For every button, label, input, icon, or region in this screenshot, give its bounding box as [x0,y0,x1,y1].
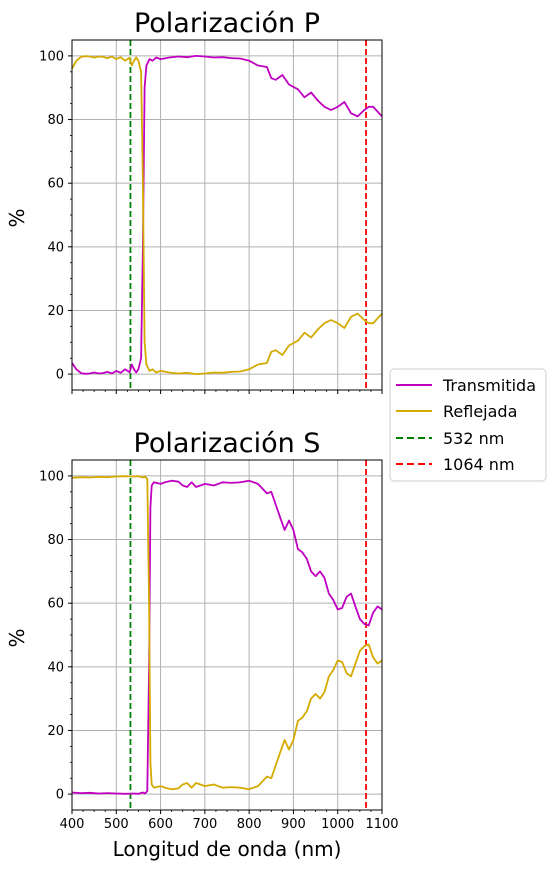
legend-label-transmitida: Transmitida [442,376,536,395]
panel-s: Polarización S % 0 20 40 60 80 100 400 500 600 70… [5,428,399,861]
vlines-s [129,460,367,810]
y-tick-label: 80 [47,113,64,128]
y-tick-label: 60 [47,177,64,192]
y-tick-label: 20 [47,724,64,739]
ylabel-s: % [5,628,29,647]
x-tick-label: 800 [237,817,262,832]
axes-frame-p [71,39,383,391]
y-tick-label: 20 [47,304,64,319]
ticks-s: 0 20 40 60 80 100 400 500 600 700 800 900 1000 1100 [39,469,398,832]
series-line-reflejada [71,55,383,375]
legend-label-1064: 1064 nm [443,455,515,474]
x-tick-label: 400 [60,817,85,832]
y-tick-label: 0 [56,368,64,383]
x-tick-label: 900 [281,817,306,832]
grid-p [71,40,383,390]
y-tick-label: 60 [47,597,64,612]
title-p: Polarización P [134,8,320,39]
grid-s [71,460,383,810]
ylabel-p: % [5,208,29,227]
y-tick-label: 40 [47,240,64,255]
x-axis-label: Longitud de onda (nm) [113,837,342,861]
legend-frame [389,368,547,482]
x-tick-label: 700 [192,817,217,832]
panel-p: Polarización P % 0 20 40 60 80 100 [5,8,383,394]
y-tick-label: 40 [47,660,64,675]
x-tick-label: 1100 [365,817,398,832]
ticks-p: 0 20 40 60 80 100 [39,49,383,394]
title-s: Polarización S [134,428,321,459]
y-tick-label: 0 [56,788,64,803]
legend-label-532: 532 nm [443,429,504,448]
y-tick-label: 80 [47,533,64,548]
legend: Transmitida Reflejada 532 nm 1064 nm [389,368,547,482]
vlines-p [129,40,367,390]
series-line-transmitida [71,479,383,795]
x-tick-label: 600 [148,817,173,832]
y-tick-label: 100 [39,49,64,64]
axes-frame-s [71,459,383,811]
y-tick-label: 100 [39,469,64,484]
legend-label-reflejada: Reflejada [443,402,517,421]
series-p [71,55,383,375]
x-tick-label: 1000 [321,817,354,832]
series-s [71,475,383,795]
series-line-transmitida [71,55,383,375]
x-tick-label: 500 [104,817,129,832]
series-line-reflejada [71,475,383,791]
